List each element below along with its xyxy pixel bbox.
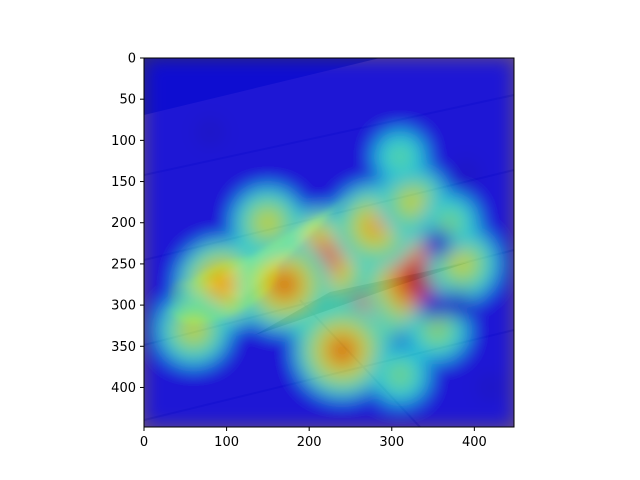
heat-hotspot [426, 228, 498, 300]
heat-cold-spot [442, 290, 473, 320]
heat-hotspot-layer [394, 151, 406, 163]
heat-hotspot [295, 303, 389, 398]
heat-hotspot-layer [213, 275, 232, 294]
x-tick-label: 0 [140, 435, 148, 450]
heat-hotspot [158, 294, 229, 366]
heat-hotspot [373, 130, 427, 184]
heat-cold-spot [422, 228, 453, 259]
heat-hotspot-layer [405, 195, 420, 210]
plot-frame [143, 57, 515, 428]
y-tick-label: 150 [111, 175, 136, 190]
heat-hotspot-layer [409, 267, 433, 291]
y-tick-label: 300 [111, 299, 136, 314]
heat-hotspot [237, 237, 332, 332]
heat-hotspot-layer [394, 369, 406, 381]
heat-cold-spot [476, 372, 506, 403]
heat-cold-spot [418, 290, 448, 320]
y-tick-label: 250 [111, 257, 136, 272]
heat-cold-spot [451, 158, 481, 189]
heat-overlay [144, 58, 514, 427]
y-tick-label: 400 [111, 381, 136, 396]
y-tick-label: 350 [111, 340, 136, 355]
heat-hotspot-layer [186, 322, 201, 337]
heat-hotspot [232, 187, 304, 259]
heat-hotspot-layer [366, 218, 384, 236]
x-tick-label: 200 [297, 435, 322, 450]
x-tick-label: 300 [379, 435, 404, 450]
x-tick-label: 400 [462, 435, 487, 450]
heat-hotspot-layer [443, 217, 456, 229]
heat-hotspot [371, 346, 429, 404]
heat-hotspot-layer [260, 215, 275, 230]
x-tick-label: 100 [214, 435, 239, 450]
y-tick-label: 50 [119, 93, 136, 108]
y-axis: 0 50 100 150 200 250 300 350 400 [111, 52, 144, 396]
y-tick-label: 0 [128, 52, 136, 67]
heat-hotspot-layer [332, 341, 352, 360]
heat-hotspot-layer [275, 275, 294, 294]
x-axis: 0 100 200 300 400 [140, 427, 487, 450]
y-tick-label: 200 [111, 216, 136, 231]
heat-hotspot-layer [454, 256, 470, 271]
y-tick-label: 100 [111, 134, 136, 149]
heat-cold-spot [195, 117, 225, 147]
heat-hotspot-layer [431, 323, 444, 336]
